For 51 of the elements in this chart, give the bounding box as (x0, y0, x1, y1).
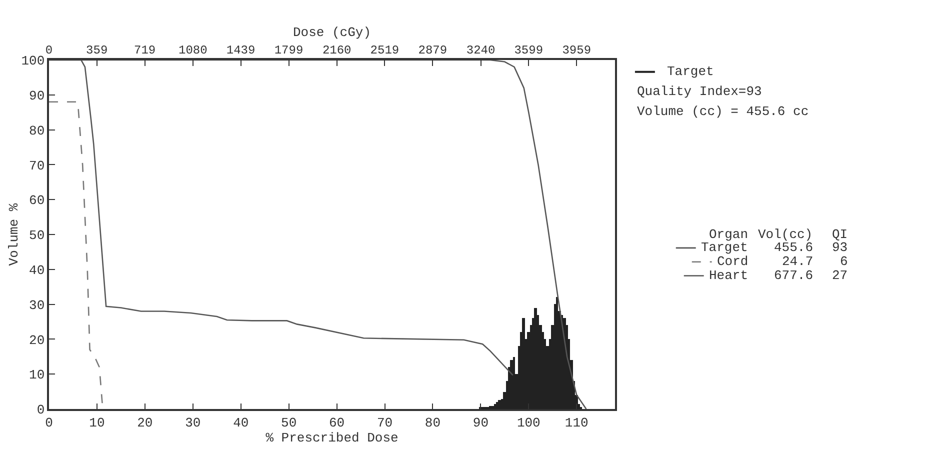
y-tick-label: 60 (29, 193, 45, 208)
x-tick-label: 60 (328, 415, 345, 430)
y-tick-label: 50 (29, 228, 45, 244)
text: 93 (832, 240, 848, 255)
legend-label: Target (667, 64, 714, 79)
y-axis-title: Volume % (6, 203, 22, 266)
x2-tick-label: 2879 (418, 43, 448, 58)
x2-tick-label: 359 (86, 43, 108, 58)
y-tick-label: 100 (21, 54, 45, 69)
x2-axis-title: Dose (cGy) (292, 24, 372, 40)
y-tick-label: 10 (29, 368, 45, 383)
y-tick-label: 80 (29, 123, 45, 138)
legend-label: Target (701, 240, 748, 255)
legend-label: Heart (709, 268, 748, 283)
x2-tick-label: 3959 (562, 43, 592, 58)
x-tick-label: 30 (185, 415, 201, 430)
x2-tick-label: 2160 (322, 43, 352, 58)
x-tick-label: 110 (564, 415, 588, 430)
x-tick-label: 90 (472, 415, 488, 430)
y-tick-label: 70 (29, 158, 45, 174)
x2-tick-label: 719 (134, 43, 156, 58)
x-tick-label: 10 (89, 415, 105, 430)
text: 6 (840, 254, 848, 269)
text: Volume (cc) = 455.6 cc (637, 104, 809, 119)
y-tick-label: 90 (29, 88, 45, 104)
x2-tick-label: 1080 (178, 43, 208, 58)
text: Organ (709, 227, 748, 242)
x-tick-label: 70 (376, 415, 393, 430)
legend-label: Cord (717, 254, 748, 269)
text: 455.6 (774, 240, 814, 255)
y-tick-label: 30 (29, 298, 45, 313)
x-tick-label: 40 (233, 415, 249, 430)
y-tick-label: 20 (29, 332, 45, 348)
text: 27 (832, 268, 848, 283)
x-axis-title: % Prescribed Dose (266, 430, 398, 446)
y-tick-label: 0 (36, 402, 45, 418)
x2-tick-label: 1799 (274, 43, 304, 58)
x2-tick-label: 1439 (226, 43, 256, 58)
x-tick-label: 20 (137, 415, 153, 430)
x2-tick-label: 3599 (514, 43, 544, 58)
x2-tick-label: 2519 (370, 43, 400, 58)
text: Quality Index=93 (637, 84, 762, 99)
text: Vol(cc) (758, 227, 813, 242)
x2-tick-label: 3240 (466, 43, 496, 58)
text: QI (832, 227, 848, 242)
x-tick-label: 50 (281, 415, 297, 430)
text: 677.6 (774, 268, 814, 283)
y-tick-label: 40 (29, 262, 45, 278)
x-tick-label: 100 (516, 415, 540, 430)
text: 24.7 (782, 254, 814, 269)
x-tick-label: 80 (424, 415, 441, 430)
